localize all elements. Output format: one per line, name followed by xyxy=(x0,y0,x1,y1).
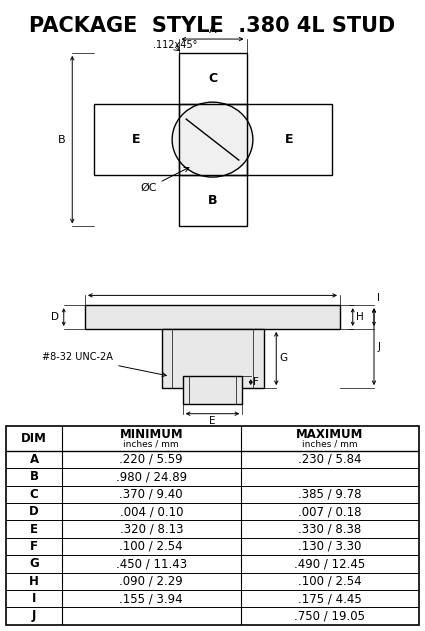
Text: B: B xyxy=(208,194,217,207)
Text: .330 / 8.38: .330 / 8.38 xyxy=(298,522,361,536)
Text: PACKAGE  STYLE  .380 4L STUD: PACKAGE STYLE .380 4L STUD xyxy=(29,16,396,36)
Text: .100 / 2.54: .100 / 2.54 xyxy=(119,540,183,553)
Bar xyxy=(172,329,253,388)
Text: A: A xyxy=(209,25,216,35)
Text: C: C xyxy=(208,72,217,85)
Text: F: F xyxy=(30,540,38,553)
Text: .750 / 19.05: .750 / 19.05 xyxy=(294,610,365,623)
Text: .100 / 2.54: .100 / 2.54 xyxy=(298,575,361,587)
Text: A: A xyxy=(30,453,39,466)
Text: inches / mm: inches / mm xyxy=(302,439,357,448)
Text: .112x45°: .112x45° xyxy=(153,40,197,50)
Bar xyxy=(246,104,332,175)
Text: E: E xyxy=(132,133,140,146)
Text: DIM: DIM xyxy=(21,432,47,445)
Text: .490 / 12.45: .490 / 12.45 xyxy=(294,557,365,570)
Text: .230 / 5.84: .230 / 5.84 xyxy=(298,453,361,466)
Text: #8-32 UNC-2A: #8-32 UNC-2A xyxy=(42,353,166,377)
Text: .220 / 5.59: .220 / 5.59 xyxy=(119,453,183,466)
Text: ØC: ØC xyxy=(140,168,189,193)
Bar xyxy=(183,376,242,404)
Bar xyxy=(94,104,178,175)
Text: inches / mm: inches / mm xyxy=(124,439,179,448)
Text: E: E xyxy=(30,522,38,536)
Text: MINIMUM: MINIMUM xyxy=(119,428,183,440)
Bar xyxy=(189,376,236,404)
Text: .370 / 9.40: .370 / 9.40 xyxy=(119,488,183,501)
Text: B: B xyxy=(30,470,39,483)
Text: .385 / 9.78: .385 / 9.78 xyxy=(298,488,361,501)
Bar xyxy=(85,305,340,329)
Text: D: D xyxy=(29,505,39,518)
Text: .175 / 4.45: .175 / 4.45 xyxy=(298,592,361,605)
Text: H: H xyxy=(356,312,364,322)
Text: H: H xyxy=(29,575,39,587)
Text: .155 / 3.94: .155 / 3.94 xyxy=(119,592,183,605)
Text: .004 / 0.10: .004 / 0.10 xyxy=(119,505,183,518)
Text: .320 / 8.13: .320 / 8.13 xyxy=(119,522,183,536)
Text: C: C xyxy=(30,488,39,501)
Text: .090 / 2.29: .090 / 2.29 xyxy=(119,575,183,587)
Text: .130 / 3.30: .130 / 3.30 xyxy=(298,540,361,553)
Text: .980 / 24.89: .980 / 24.89 xyxy=(116,470,187,483)
Bar xyxy=(178,53,246,104)
Text: G: G xyxy=(280,353,288,363)
Text: D: D xyxy=(51,312,60,322)
Text: .007 / 0.18: .007 / 0.18 xyxy=(298,505,361,518)
Text: .450 / 11.43: .450 / 11.43 xyxy=(116,557,187,570)
Text: F: F xyxy=(253,377,259,387)
Bar xyxy=(162,329,264,388)
Bar xyxy=(178,175,246,227)
Text: I: I xyxy=(377,293,380,304)
Ellipse shape xyxy=(172,102,253,177)
Text: J: J xyxy=(32,610,37,623)
Text: J: J xyxy=(377,341,380,351)
Text: I: I xyxy=(32,592,37,605)
Text: B: B xyxy=(58,134,66,144)
Text: E: E xyxy=(209,416,216,426)
Text: MAXIMUM: MAXIMUM xyxy=(296,428,363,440)
Text: E: E xyxy=(285,133,293,146)
Text: G: G xyxy=(29,557,39,570)
